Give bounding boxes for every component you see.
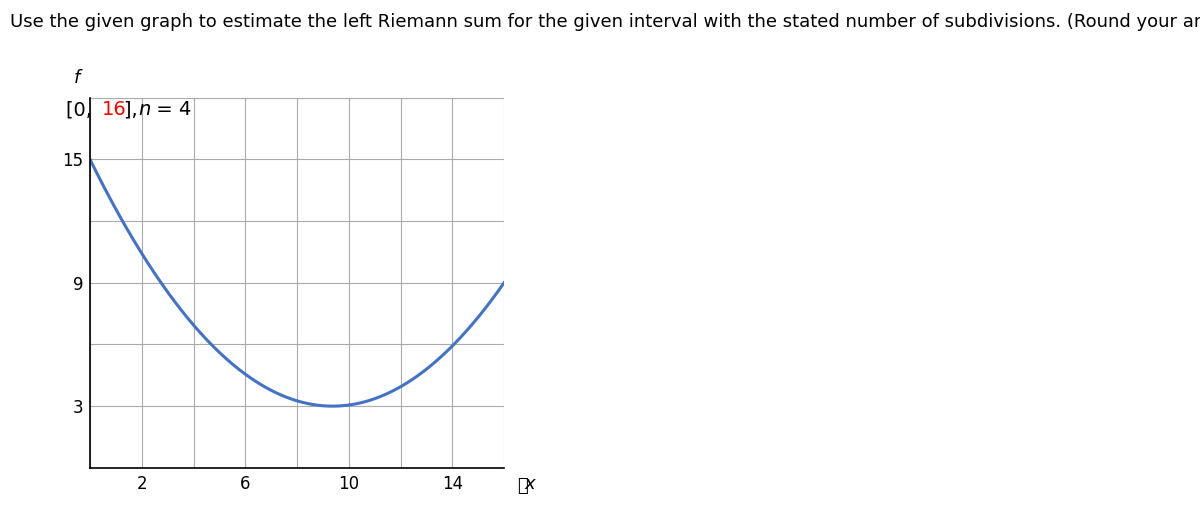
Text: [0,: [0, (66, 100, 98, 119)
Text: ⓘ: ⓘ (517, 476, 527, 495)
Text: Use the given graph to estimate the left Riemann sum for the given interval with: Use the given graph to estimate the left… (10, 13, 1200, 31)
Text: f: f (74, 69, 80, 87)
Text: 16: 16 (102, 100, 127, 119)
Text: = 4: = 4 (150, 100, 191, 119)
Text: n: n (138, 100, 150, 119)
Text: ],: ], (124, 100, 142, 119)
Text: x: x (524, 475, 535, 493)
